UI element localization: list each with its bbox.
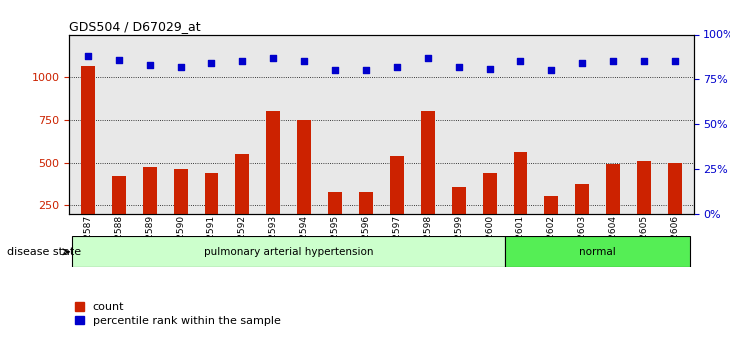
Point bbox=[577, 60, 588, 66]
Bar bbox=[545, 196, 558, 248]
Point bbox=[545, 68, 557, 73]
Bar bbox=[72, 236, 505, 267]
Bar bbox=[483, 173, 496, 248]
Bar bbox=[420, 111, 435, 248]
Bar bbox=[236, 154, 250, 248]
Point bbox=[453, 64, 464, 70]
Bar bbox=[297, 120, 311, 248]
Point bbox=[82, 53, 93, 59]
Text: GDS504 / D67029_at: GDS504 / D67029_at bbox=[69, 20, 201, 33]
Bar bbox=[143, 167, 157, 248]
Point bbox=[329, 68, 341, 73]
Point bbox=[237, 59, 248, 64]
Bar bbox=[359, 192, 373, 248]
Bar bbox=[637, 161, 651, 248]
Bar bbox=[505, 236, 691, 267]
Text: disease state: disease state bbox=[7, 247, 82, 257]
Point bbox=[515, 59, 526, 64]
Bar bbox=[328, 192, 342, 248]
Point bbox=[422, 55, 434, 61]
Bar bbox=[513, 152, 527, 248]
Point bbox=[144, 62, 155, 68]
Point bbox=[484, 66, 496, 71]
Bar bbox=[81, 66, 95, 248]
Bar bbox=[204, 173, 218, 248]
Point bbox=[206, 60, 218, 66]
Point bbox=[299, 59, 310, 64]
Bar bbox=[390, 156, 404, 248]
Point bbox=[669, 59, 681, 64]
Bar bbox=[452, 187, 466, 248]
Bar bbox=[606, 164, 620, 248]
Text: normal: normal bbox=[580, 247, 616, 257]
Bar bbox=[575, 184, 589, 248]
Point bbox=[638, 59, 650, 64]
Bar bbox=[174, 169, 188, 248]
Bar bbox=[112, 176, 126, 248]
Point bbox=[174, 64, 186, 70]
Point bbox=[391, 64, 403, 70]
Point bbox=[113, 57, 125, 62]
Point bbox=[267, 55, 279, 61]
Point bbox=[360, 68, 372, 73]
Bar bbox=[266, 111, 280, 248]
Bar bbox=[668, 162, 682, 248]
Legend: count, percentile rank within the sample: count, percentile rank within the sample bbox=[75, 302, 280, 326]
Point bbox=[607, 59, 619, 64]
Text: pulmonary arterial hypertension: pulmonary arterial hypertension bbox=[204, 247, 374, 257]
